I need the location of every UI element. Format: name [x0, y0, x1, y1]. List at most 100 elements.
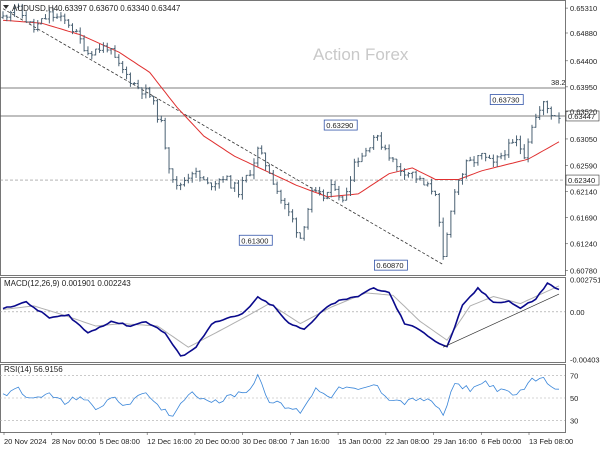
price-candle [140, 87, 144, 100]
rsi-line [2, 373, 560, 417]
fib-level-label: 38.2 [551, 78, 566, 87]
price-candle [294, 217, 299, 238]
price-candle [32, 18, 36, 33]
price-candle [549, 106, 553, 120]
collapse-arrow-icon[interactable] [3, 5, 9, 9]
price-candles [1, 3, 561, 260]
price-candle [51, 7, 55, 22]
price-candle [306, 207, 310, 230]
price-candle [487, 154, 492, 159]
price-candle [557, 112, 561, 124]
price-y-tick-label: 0.63950 [570, 83, 597, 92]
macd-lines [2, 282, 560, 357]
price-candle [217, 178, 221, 189]
time-tick-label: 20 Nov 2024 [4, 437, 47, 446]
price-candle [43, 14, 48, 20]
price-candle [121, 60, 125, 74]
price-candle [36, 20, 40, 32]
macd-y-tick-label: -0.004038 [570, 355, 600, 364]
price-candle [418, 175, 422, 181]
price-y-tick-label: 0.64400 [570, 57, 597, 66]
price-candle [221, 176, 225, 183]
price-y-tick-label: 0.63520 [570, 108, 597, 117]
watermark: Action Forex [313, 45, 409, 64]
macd-signal-line [2, 285, 560, 348]
price-candle [59, 12, 63, 22]
price-candle [155, 98, 160, 123]
price-candle [387, 144, 391, 161]
price-candle [410, 171, 414, 179]
price-label-box [238, 234, 273, 246]
price-candle [530, 124, 534, 144]
price-label-box [489, 94, 524, 105]
price-candle [514, 135, 519, 147]
price-candle [256, 146, 260, 167]
price-candle [94, 48, 98, 56]
price-candle [337, 185, 341, 201]
price-candle [90, 51, 94, 60]
price-candle [159, 115, 163, 123]
price-levels: 38.2 [0, 78, 566, 181]
price-candle [534, 113, 538, 128]
price-candle [86, 46, 90, 56]
price-candle [82, 35, 86, 52]
pane-frame-r [0, 364, 566, 433]
time-tick-label: 15 Jan 00:00 [338, 437, 381, 446]
price-candle [20, 3, 24, 19]
price-candle [429, 178, 434, 195]
time-tick-label: 5 Dec 08:00 [99, 437, 139, 446]
price-candle [229, 175, 233, 189]
price-candle [67, 19, 71, 28]
rsi-levels [0, 375, 565, 421]
time-tick-label: 6 Feb 00:00 [481, 437, 521, 446]
price-candle [171, 168, 175, 183]
price-candle [484, 152, 488, 162]
price-candle [391, 156, 395, 163]
price-candle [360, 152, 364, 163]
price-candle [109, 48, 113, 55]
time-tick-label: 30 Dec 08:00 [243, 437, 288, 446]
price-candle [28, 21, 32, 24]
price-candle [321, 189, 326, 202]
price-candle [202, 176, 206, 181]
price-candle [144, 84, 148, 99]
price-candle [399, 163, 403, 177]
time-tick-label: 29 Jan 16:00 [434, 437, 477, 446]
rsi-y-ticks: 70 50 30 [570, 371, 578, 425]
price-candle [12, 4, 17, 17]
price-candle [503, 150, 507, 161]
price-candle [198, 170, 202, 182]
price-candle [395, 158, 399, 172]
price-candle [375, 134, 380, 141]
price-candle [445, 232, 449, 258]
price-candle [426, 181, 430, 187]
price-candle [507, 138, 511, 158]
price-ohlc: 0.63397 0.63670 0.63340 0.63447 [58, 4, 181, 13]
price-candle [298, 232, 302, 239]
price-candle [5, 14, 9, 22]
price-candle [468, 156, 472, 162]
price-candle [553, 114, 557, 117]
price-label-text: 0.63290 [326, 121, 353, 130]
price-candle [101, 42, 105, 53]
price-candle [206, 177, 210, 185]
price-candle [449, 210, 453, 238]
price-candle [179, 182, 183, 191]
price-candle [433, 190, 438, 197]
price-candle [78, 27, 82, 44]
price-candle [538, 106, 542, 120]
axis-price-box [565, 174, 600, 186]
price-candle [236, 180, 241, 198]
rsi-y-tick-label: 50 [570, 394, 578, 403]
price-candle [124, 66, 129, 80]
price-label-box [323, 119, 358, 131]
rsi-y-tick-label: 70 [570, 371, 578, 380]
price-candle [402, 168, 407, 180]
price-label-box [374, 259, 408, 271]
price-candle [9, 10, 13, 22]
price-candle [167, 147, 171, 174]
price-candle [290, 209, 295, 223]
price-candle [151, 95, 156, 105]
price-candle [333, 180, 337, 192]
